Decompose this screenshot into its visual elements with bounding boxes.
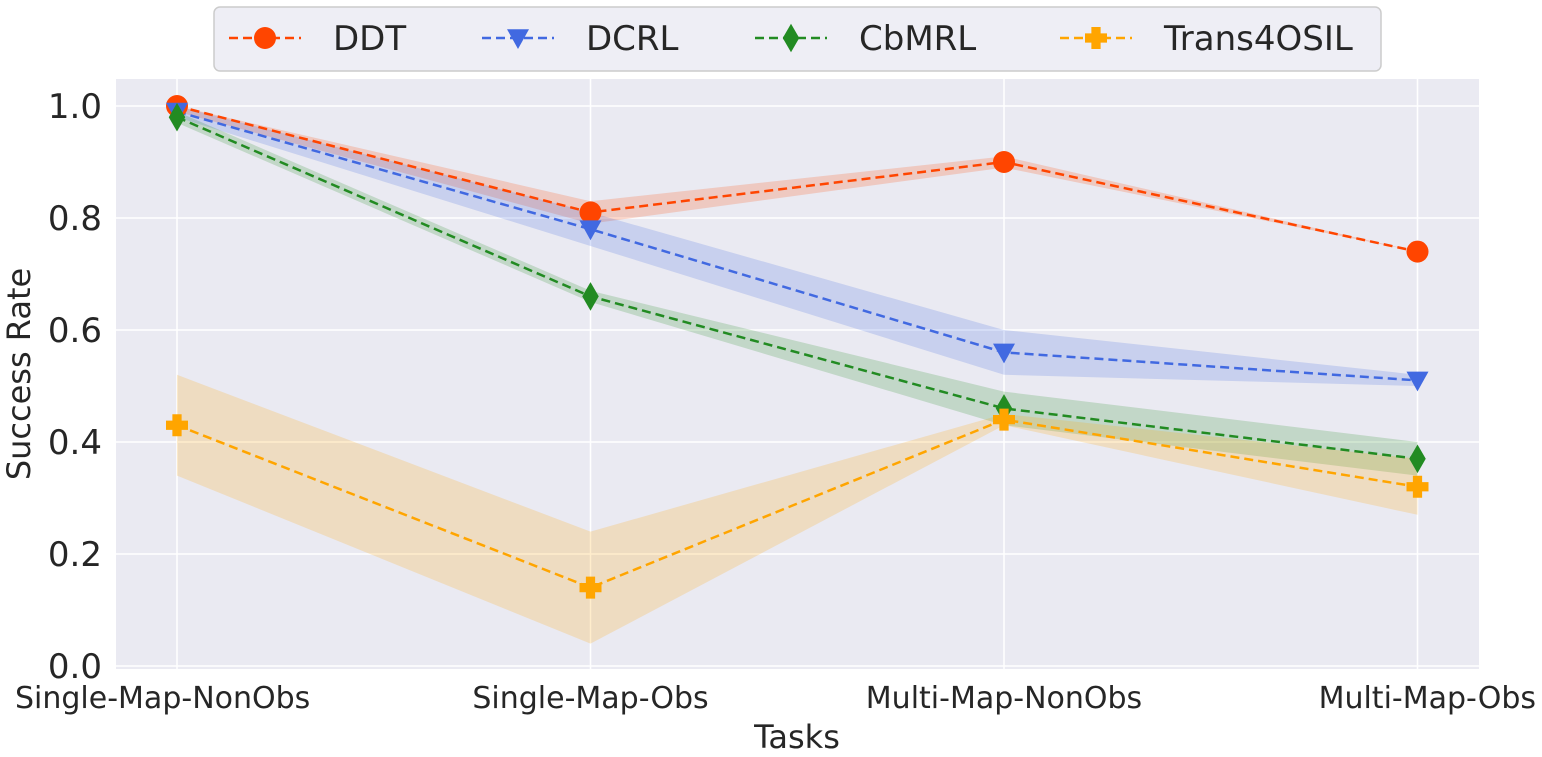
ddt-legend-marker bbox=[254, 27, 276, 49]
cbmrl-data-point bbox=[1409, 444, 1426, 474]
x-tick-label: Single-Map-Obs bbox=[472, 681, 708, 716]
y-tick-label: 0.0 bbox=[48, 647, 102, 687]
trans4osil-legend-marker bbox=[1085, 27, 1107, 49]
ddt-data-point bbox=[993, 151, 1015, 173]
cbmrl-series-line bbox=[176, 116, 1418, 461]
x-tick-label: Multi-Map-Obs bbox=[1319, 681, 1536, 716]
ddt-data-point bbox=[579, 201, 602, 224]
trans4osil-legend-label: Trans4OSIL bbox=[1163, 19, 1353, 59]
legend: DDT DCRL CbMRL Trans4OSIL bbox=[213, 6, 1382, 72]
series-markers bbox=[166, 95, 1429, 599]
trans4osil-confidence-band bbox=[177, 374, 1418, 644]
cbmrl-data-point bbox=[168, 102, 186, 132]
x-tick-label: Multi-Map-NonObs bbox=[866, 681, 1142, 716]
cbmrl-data-point bbox=[582, 282, 599, 311]
dcrl-series-line bbox=[176, 110, 1418, 382]
trans4osil-data-point bbox=[993, 408, 1015, 431]
x-tick-label: Single-Map-NonObs bbox=[15, 681, 310, 716]
dcrl-data-point bbox=[579, 220, 602, 241]
series-lines bbox=[176, 104, 1418, 589]
y-tick-label: 1.0 bbox=[48, 87, 102, 127]
trans4osil-data-point bbox=[1406, 475, 1429, 498]
cbmrl-legend-marker bbox=[782, 23, 800, 53]
ddt-data-point bbox=[1406, 240, 1429, 263]
y-tick-labels: 0.0 0.2 0.4 0.6 0.8 1.0 bbox=[48, 87, 102, 687]
ddt-legend-label: DDT bbox=[333, 19, 406, 59]
x-tick-labels: Single-Map-NonObs Single-Map-Obs Multi-Map… bbox=[15, 681, 1536, 716]
y-tick-label: 0.2 bbox=[48, 535, 102, 575]
cbmrl-data-point bbox=[995, 394, 1013, 423]
y-tick-label: 0.6 bbox=[48, 311, 102, 351]
y-tick-label: 0.8 bbox=[48, 199, 102, 239]
x-axis-label: Tasks bbox=[753, 718, 840, 756]
cbmrl-legend-label: CbMRL bbox=[859, 19, 976, 59]
dcrl-data-point bbox=[993, 343, 1015, 364]
ddt-confidence-band bbox=[177, 106, 1418, 252]
trans4osil-data-point bbox=[166, 414, 188, 437]
ddt-series-line bbox=[176, 104, 1418, 253]
y-tick-label: 0.4 bbox=[48, 423, 102, 463]
dcrl-data-point bbox=[1406, 371, 1429, 392]
plot-area bbox=[116, 79, 1479, 669]
trans4osil-series-line bbox=[176, 418, 1418, 589]
dcrl-legend-label: DCRL bbox=[586, 19, 679, 59]
trans4osil-data-point bbox=[579, 576, 602, 599]
cbmrl-confidence-band bbox=[177, 111, 1418, 476]
dcrl-legend-marker bbox=[507, 29, 529, 49]
y-axis-label: Success Rate bbox=[0, 268, 38, 480]
confidence-bands bbox=[177, 106, 1418, 644]
